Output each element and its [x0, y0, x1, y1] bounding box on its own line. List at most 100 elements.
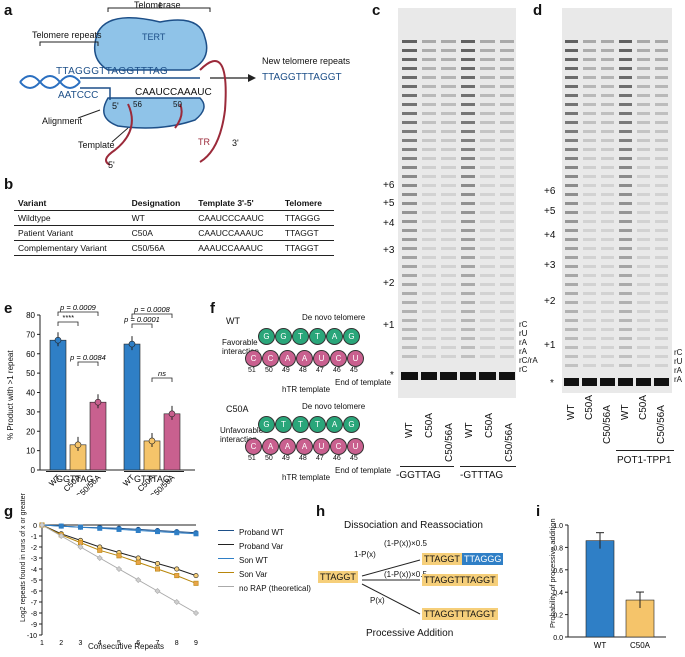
gel-band — [619, 220, 632, 223]
e-stat-label: p = 0.0008 — [133, 305, 170, 314]
gel-band — [583, 319, 596, 322]
gel-band — [619, 157, 632, 160]
gel-band — [402, 355, 417, 358]
gel-band — [619, 283, 632, 286]
gel-d-lane: C50/56A — [656, 405, 667, 444]
g-point — [135, 576, 142, 584]
gel-band — [480, 184, 495, 187]
g-point — [97, 547, 103, 553]
legend-entry: Son WT — [218, 556, 311, 570]
g-point — [174, 530, 180, 536]
gel-band — [565, 49, 578, 52]
gel-band — [655, 76, 668, 79]
gel-band — [499, 193, 514, 196]
i-ytick-label: 0.8 — [553, 545, 563, 552]
gel-band — [460, 355, 475, 358]
gel-band — [499, 292, 514, 295]
nucleotide: G — [343, 328, 360, 345]
g-xtick-label: 4 — [98, 640, 102, 647]
gel-band — [601, 139, 614, 142]
e-bracket — [57, 321, 79, 326]
gel-band — [637, 346, 650, 349]
g-ytick-label: -3 — [31, 556, 37, 563]
g-xlabel: Consecutive Repeats — [88, 642, 165, 651]
gel-band — [565, 247, 578, 250]
e-stat-label: ns — [158, 369, 166, 378]
h-seq1a: TTAGGT — [422, 553, 462, 565]
gel-d-group-line — [616, 450, 674, 451]
gel-band — [460, 58, 475, 61]
panel-label-i: i — [536, 503, 541, 520]
gel-band — [441, 193, 456, 196]
gel-band — [460, 265, 475, 268]
gel-band — [480, 148, 495, 151]
gel-band — [402, 202, 417, 205]
gel-band — [460, 220, 475, 223]
e-ytick-label: 10 — [26, 447, 35, 456]
i-ytick-label: 1.0 — [553, 523, 563, 530]
gel-band — [421, 202, 436, 205]
gel-band — [619, 121, 632, 124]
nucleotide: U — [313, 350, 330, 367]
e-stat-label: p = 0.0084 — [69, 353, 106, 362]
gel-band — [499, 220, 514, 223]
gel-c-ladder-1: +1 — [383, 320, 395, 331]
gel-band — [421, 49, 436, 52]
gel-band — [619, 94, 632, 97]
gel-d-ladder-3: +3 — [544, 260, 556, 271]
gel-band — [619, 274, 632, 277]
gel-band — [583, 202, 596, 205]
nucleotide: A — [279, 438, 296, 455]
gel-band — [619, 346, 632, 349]
gel-band — [460, 67, 475, 70]
gel-band — [601, 211, 614, 214]
gel-band — [402, 40, 417, 43]
table-cell: Wildtype — [14, 210, 128, 226]
nucleotide: C — [262, 350, 279, 367]
gel-band — [655, 202, 668, 205]
gel-band — [499, 49, 514, 52]
g-ytick-label: -8 — [31, 611, 37, 618]
gel-band — [441, 328, 456, 331]
gel-band — [402, 274, 417, 277]
g-point — [155, 529, 161, 535]
gel-band — [441, 337, 456, 340]
gel-band — [565, 193, 578, 196]
i-ytick-label: 0.6 — [553, 568, 563, 575]
gel-band — [441, 238, 456, 241]
gel-band — [565, 85, 578, 88]
gel-c — [398, 8, 516, 398]
gel-band — [619, 67, 632, 70]
gel-c-ladder-4: +4 — [383, 218, 395, 229]
gel-band — [583, 229, 596, 232]
h-seq1b: TTAGGG — [462, 553, 504, 565]
gel-band — [619, 202, 632, 205]
gel-band — [402, 292, 417, 295]
gel-d-ladder-star: * — [550, 378, 554, 389]
alignment-label: Alignment — [42, 116, 83, 126]
g-point — [77, 543, 84, 551]
gel-band — [421, 256, 436, 259]
nucleotide: A — [296, 350, 313, 367]
gel-band — [402, 220, 417, 223]
gel-c-side-labels: rC rU rA rA rC/rA rC — [519, 320, 538, 374]
h-title: Dissociation and Reassociation — [344, 520, 483, 531]
gel-band — [655, 274, 668, 277]
gel-band — [637, 292, 650, 295]
gel-band — [499, 301, 514, 304]
gel-band — [460, 130, 475, 133]
gel-band — [637, 337, 650, 340]
e-group-line — [124, 471, 184, 472]
gel-band — [583, 247, 596, 250]
table-header-row: Variant Designation Template 3'-5' Telom… — [14, 196, 334, 211]
gel-band — [637, 103, 650, 106]
gel-band — [499, 121, 514, 124]
gel-band — [583, 166, 596, 169]
f-wt-label: WT — [226, 316, 240, 326]
template-position: 47 — [316, 455, 324, 462]
gel-band — [480, 211, 495, 214]
gel-band — [441, 157, 456, 160]
gel-band — [421, 310, 436, 313]
gel-band — [565, 310, 578, 313]
gel-band — [619, 193, 632, 196]
